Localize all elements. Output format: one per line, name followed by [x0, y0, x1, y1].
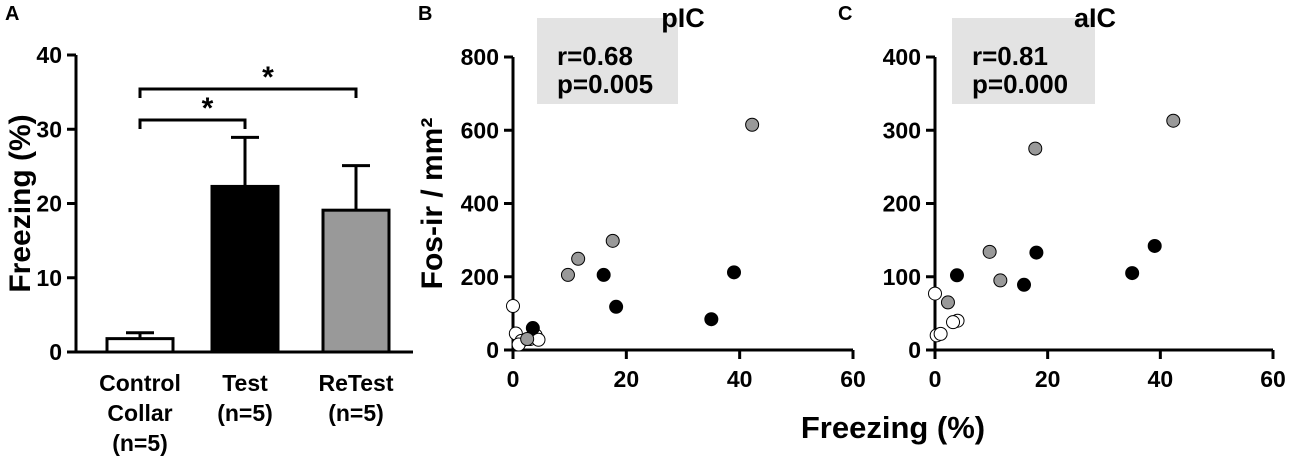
panel-title: aIC [1074, 3, 1116, 33]
scatter-point [993, 273, 1008, 288]
y-tick-label: 300 [883, 117, 921, 143]
panel-label: B [418, 3, 432, 25]
stats-text: p=0.000 [972, 69, 1068, 99]
bar [105, 337, 175, 354]
bar [321, 208, 391, 354]
scatter-point [571, 251, 586, 266]
y-tick-label: 20 [36, 191, 62, 217]
scatter-point [949, 268, 964, 283]
scatter-point [704, 312, 719, 327]
x-tick-label: (n=5) [328, 400, 384, 426]
scatter-point [1166, 113, 1181, 128]
y-tick-label: 800 [461, 44, 499, 70]
scatter-point [596, 267, 611, 282]
y-axis-label: Freezing (%) [4, 114, 37, 292]
scatter-point [745, 117, 760, 132]
x-tick-label: (n=5) [112, 430, 168, 456]
y-tick-label: 400 [461, 191, 499, 217]
x-axis-label: Freezing (%) [801, 410, 985, 445]
y-tick-label: 10 [36, 265, 62, 291]
scatter-point [605, 233, 620, 248]
scatter-point [946, 315, 961, 330]
x-tick-label: Control [99, 370, 181, 396]
x-tick-label: (n=5) [217, 400, 273, 426]
significance-bracket [138, 87, 358, 98]
panel-label: C [838, 3, 852, 25]
stats-text: p=0.005 [557, 69, 653, 99]
scatter-point [727, 265, 741, 280]
stats-text: r=0.81 [972, 41, 1048, 71]
stats-box [952, 18, 1095, 104]
y-tick-label: 40 [36, 42, 62, 68]
significance-bracket [138, 118, 247, 129]
significance-star: * [202, 92, 214, 125]
x-tick-label: 60 [840, 366, 866, 392]
scatter-point [1028, 141, 1043, 156]
y-tick-label: 30 [36, 116, 62, 142]
x-tick-label: Collar [107, 400, 172, 426]
scatter-point [520, 332, 535, 347]
panel-title: pIC [661, 3, 705, 33]
y-tick-label: 200 [883, 191, 921, 217]
scatter-point [525, 321, 540, 336]
significance-star: * [262, 61, 274, 94]
x-tick-label: 40 [1148, 366, 1174, 392]
y-tick-label: 400 [883, 44, 921, 70]
scatter-point [982, 244, 997, 259]
scatter-point [1029, 245, 1044, 260]
y-axis-label: Fos-ir / mm² [416, 118, 449, 290]
bar [210, 184, 280, 354]
stats-box [537, 18, 678, 104]
x-tick-label: 60 [1260, 366, 1286, 392]
scatter-point [609, 299, 624, 314]
y-tick-label: 0 [908, 337, 921, 363]
x-tick-label: 0 [507, 366, 520, 392]
scatter-point [933, 326, 948, 341]
scatter-point [560, 267, 575, 282]
x-tick-label: ReTest [319, 370, 394, 396]
x-tick-label: 40 [727, 366, 753, 392]
y-tick-label: 0 [486, 337, 499, 363]
x-tick-label: 20 [1035, 366, 1061, 392]
y-tick-label: 600 [461, 117, 499, 143]
x-tick-label: Test [222, 370, 268, 396]
scatter-point [1125, 266, 1140, 281]
x-tick-label: 20 [614, 366, 640, 392]
scatter-point [506, 299, 520, 314]
y-tick-label: 100 [883, 264, 921, 290]
y-tick-label: 200 [461, 264, 499, 290]
scatter-point [1017, 277, 1032, 292]
x-tick-label: 0 [929, 366, 942, 392]
panel-label: A [5, 3, 19, 25]
scatter-point [1147, 238, 1162, 253]
stats-text: r=0.68 [557, 41, 633, 71]
y-tick-label: 0 [49, 339, 62, 365]
scatter-point [928, 286, 942, 301]
scatter-point [940, 295, 955, 310]
